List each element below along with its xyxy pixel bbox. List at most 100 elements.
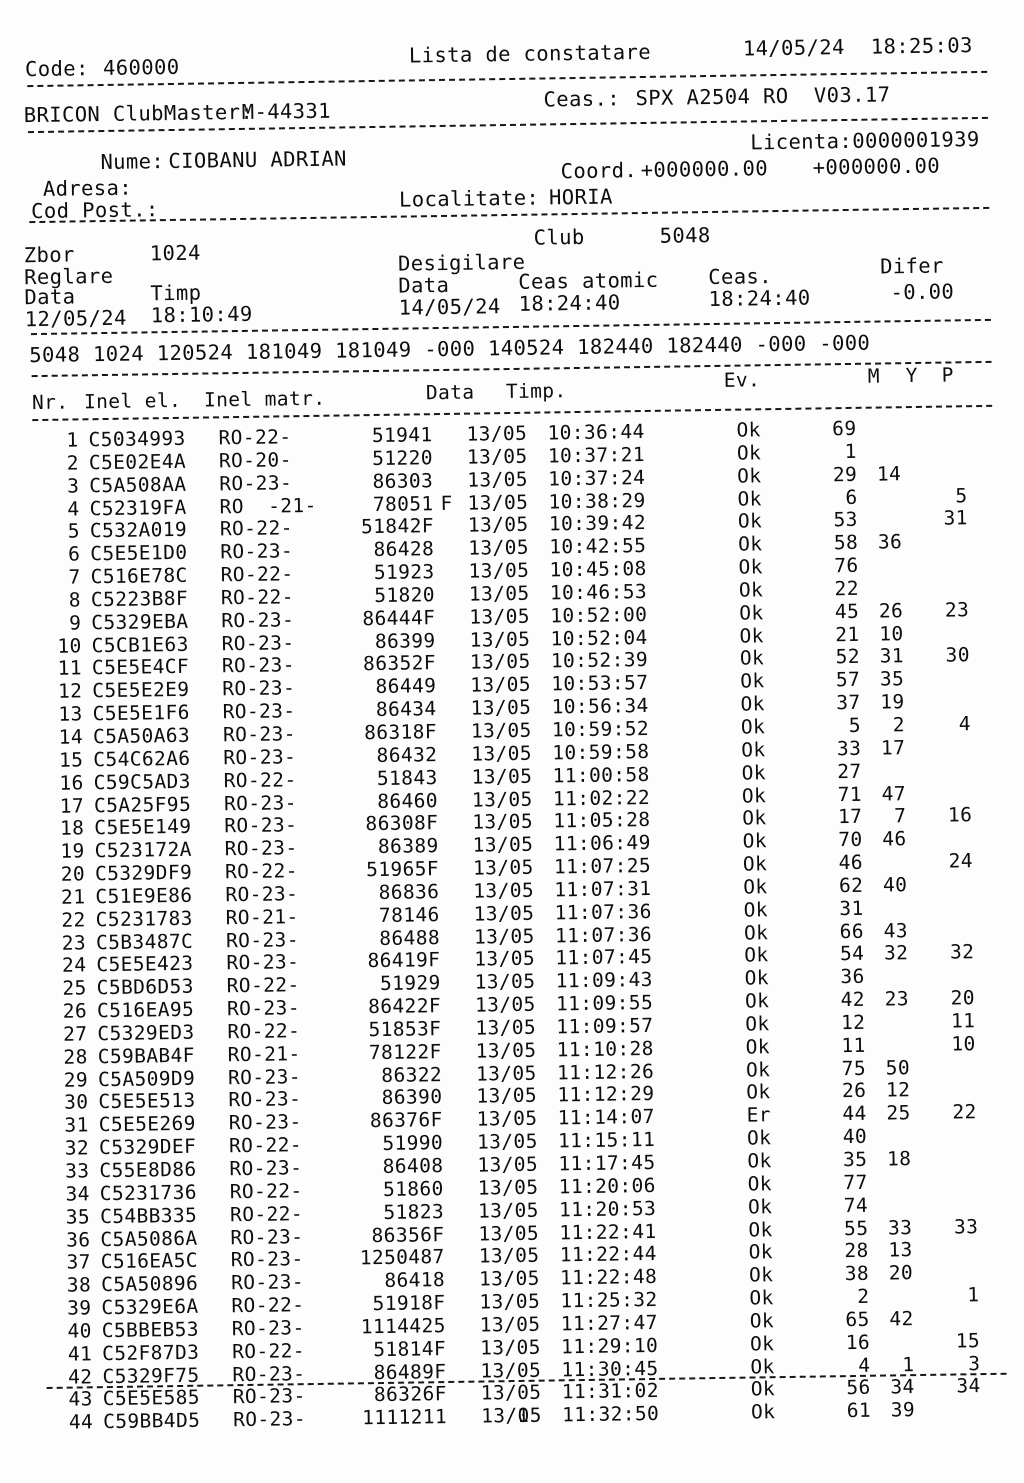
row-cell-country: RO-23- — [222, 722, 296, 747]
ceas-atomic-label: Ceas atomic — [518, 267, 659, 294]
row-cell-country: RO-21- — [225, 904, 299, 929]
row-cell-data: 13/05 — [479, 1289, 541, 1314]
row-cell-m: 65 — [845, 1307, 870, 1332]
row-cell-country: RO-22- — [224, 859, 299, 884]
row-cell-inel-el: C5E5E423 — [96, 952, 194, 977]
row-cell-inel-el: C5034993 — [88, 426, 186, 452]
row-cell-m: 74 — [843, 1193, 869, 1217]
row-cell-m: 28 — [844, 1239, 869, 1263]
page-title: Lista de constatare — [408, 39, 652, 68]
row-cell-timp: 10:59:52 — [551, 716, 650, 742]
row-cell-timp: 11:02:22 — [552, 785, 651, 810]
row-cell-inel-el: C5E5E269 — [98, 1112, 197, 1137]
row-cell-m: 29 — [832, 462, 858, 486]
row-cell-data: 13/05 — [480, 1381, 542, 1405]
adresa-label: Adresa: — [42, 175, 133, 201]
desig-ceas-atomic-value: 18:24:40 — [518, 290, 621, 316]
reglare-data-value: 12/05/24 — [24, 305, 127, 332]
row-cell-inel-matr: 86836 — [378, 879, 440, 904]
row-cell-y: 34 — [890, 1375, 915, 1399]
row-cell-timp: 11:25:32 — [560, 1287, 658, 1313]
row-cell-country: RO-22- — [227, 1019, 301, 1044]
row-cell-inel-matr: 86488 — [379, 925, 441, 950]
row-cell-inel-el: C5BD6D53 — [96, 975, 194, 1000]
row-cell-ev: Ok — [741, 738, 766, 762]
row-cell-ev: Ok — [736, 441, 762, 465]
row-cell-data: 13/05 — [476, 1129, 538, 1154]
row-cell-inel-matr: 78122F — [368, 1039, 442, 1064]
row-cell-inel-matr: 51820 — [374, 583, 436, 607]
row-cell-m: 53 — [833, 508, 859, 532]
row-cell-data: 13/05 — [476, 1084, 538, 1109]
row-cell-y: 40 — [882, 873, 908, 897]
row-cell-inel-el: C5E02E4A — [88, 449, 187, 475]
row-cell-timp: 10:53:57 — [551, 671, 649, 696]
row-cell-country: RO-23- — [220, 539, 294, 564]
row-cell-country: RO-23- — [222, 699, 296, 724]
row-cell-inel-el: C5E5E1D0 — [90, 541, 188, 566]
row-cell-inel-matr: 86389 — [377, 834, 439, 859]
row-cell-m: 4 — [858, 1353, 871, 1377]
row-cell-p: 22 — [952, 1100, 977, 1124]
row-cell-inel-matr: 78146 — [378, 902, 440, 927]
licenta-label: Licenta: — [750, 128, 853, 155]
row-cell-y: 43 — [883, 918, 909, 943]
row-cell-country: RO-20- — [218, 448, 292, 473]
row-cell-inel-matr: 86308F — [365, 811, 439, 836]
row-cell-country: RO-23- — [224, 813, 298, 838]
col-header-m: M — [867, 364, 881, 388]
row-cell-inel-el: C5223B8F — [90, 586, 189, 612]
row-cell-m: 75 — [841, 1056, 867, 1080]
row-cell-inel-el: C5329ED3 — [97, 1020, 195, 1046]
row-cell-y: 12 — [885, 1078, 911, 1102]
row-cell-timp: 11:12:29 — [557, 1082, 655, 1107]
row-cell-nr: 5 — [67, 519, 81, 543]
row-cell-inel-el: C516EA95 — [96, 997, 195, 1023]
col-header-inel-matr: Inel matr. — [203, 386, 326, 412]
row-cell-inel-matr: 86322 — [381, 1062, 443, 1087]
row-cell-m: 17 — [837, 805, 863, 829]
row-cell-inel-matr: 51842F — [360, 514, 435, 539]
row-cell-ev: Ok — [750, 1354, 775, 1379]
row-cell-inel-matr: 86428 — [373, 537, 435, 562]
row-cell-country: RO-23- — [230, 1247, 304, 1272]
row-cell-inel-matr: 86318F — [363, 720, 438, 745]
row-cell-country: RO-22- — [218, 425, 292, 450]
row-cell-nr: 26 — [62, 999, 88, 1023]
row-cell-data: 13/05 — [473, 924, 535, 949]
difer-value: -0.00 — [890, 279, 955, 305]
row-cell-inel-matr: 86432 — [376, 742, 438, 767]
row-cell-nr: 12 — [57, 679, 83, 704]
row-cell-data: 13/05 — [468, 558, 530, 583]
row-cell-inel-matr: 51823 — [383, 1199, 445, 1224]
coord-label: Coord. — [560, 158, 638, 184]
row-cell-m: 38 — [844, 1261, 870, 1286]
row-cell-inel-el: C5B3487C — [95, 929, 194, 954]
row-cell-timp: 10:46:53 — [549, 579, 648, 605]
row-cell-country: RO-23- — [230, 1224, 304, 1249]
desigilare-label: Desigilare — [397, 249, 526, 276]
row-cell-inel-el: C5231736 — [99, 1180, 198, 1206]
row-cell-inel-el: C5CB1E63 — [91, 632, 189, 657]
row-cell-data: 13/05 — [469, 627, 531, 652]
row-cell-m: 76 — [834, 553, 859, 578]
row-cell-p: 16 — [947, 803, 973, 827]
row-cell-ev: Ok — [749, 1331, 775, 1356]
row-cell-p: 11 — [950, 1009, 976, 1033]
row-cell-timp: 11:07:36 — [554, 922, 653, 947]
row-cell-nr: 20 — [60, 862, 86, 886]
row-cell-m: 22 — [834, 576, 860, 601]
row-cell-inel-el: C5A50896 — [100, 1271, 199, 1297]
row-cell-m: 21 — [835, 622, 860, 646]
row-cell-data: 13/05 — [478, 1244, 540, 1268]
row-cell-country: RO-21- — [227, 1041, 301, 1067]
row-cell-nr: 27 — [62, 1022, 88, 1046]
row-cell-m: 42 — [840, 987, 866, 1012]
row-cell-m: 55 — [843, 1216, 869, 1240]
row-cell-data: 13/05 — [477, 1198, 539, 1223]
row-cell-data: 13/05 — [475, 1038, 537, 1063]
row-cell-y: 23 — [884, 987, 910, 1011]
row-cell-nr: 18 — [59, 816, 85, 841]
row-cell-m: 69 — [832, 416, 857, 441]
row-cell-ev: Ok — [749, 1309, 775, 1333]
